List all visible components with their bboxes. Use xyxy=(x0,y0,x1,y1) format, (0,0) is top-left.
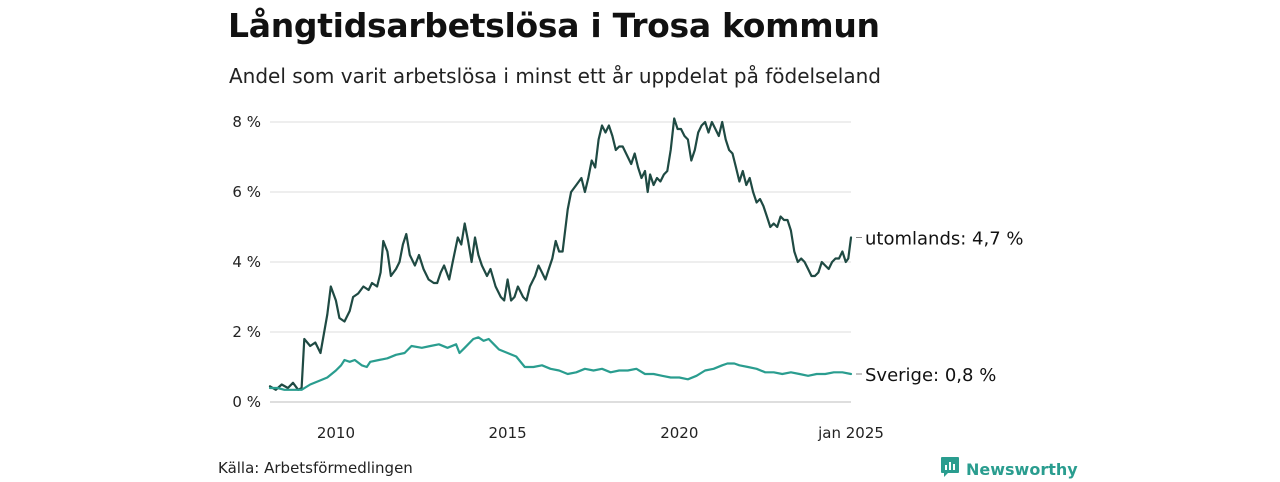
brand-name: Newsworthy xyxy=(966,459,1078,479)
newsworthy-brand[interactable]: Newsworthy xyxy=(940,456,1078,482)
chart-title: Långtidsarbetslösa i Trosa kommun xyxy=(228,6,880,45)
x-tick-label: 2020 xyxy=(660,424,698,442)
x-tick-label: jan 2025 xyxy=(817,424,884,442)
x-tick-label: 2010 xyxy=(317,424,355,442)
series-end-label-Sverige: Sverige: 0,8 % xyxy=(865,365,996,386)
line-chart: 0 % 2 % 4 % 6 % 8 % 2010 2015 2020 jan 2025 utoml… xyxy=(232,113,1024,442)
x-tick-label: 2015 xyxy=(489,424,527,442)
y-tick-label: 2 % xyxy=(232,323,261,341)
y-tick-label: 0 % xyxy=(232,393,261,411)
newsworthy-logo-icon xyxy=(940,456,960,482)
series-end-label-utomlands: utomlands: 4,7 % xyxy=(865,229,1024,250)
series-line-utomlands xyxy=(268,117,853,391)
source-note: Källa: Arbetsförmedlingen xyxy=(218,459,413,477)
y-tick-label: 8 % xyxy=(232,113,261,131)
y-tick-label: 4 % xyxy=(232,253,261,271)
series-line-Sverige xyxy=(268,336,853,391)
chart-subtitle: Andel som varit arbetslösa i minst ett å… xyxy=(229,64,881,88)
y-tick-label: 6 % xyxy=(232,183,261,201)
